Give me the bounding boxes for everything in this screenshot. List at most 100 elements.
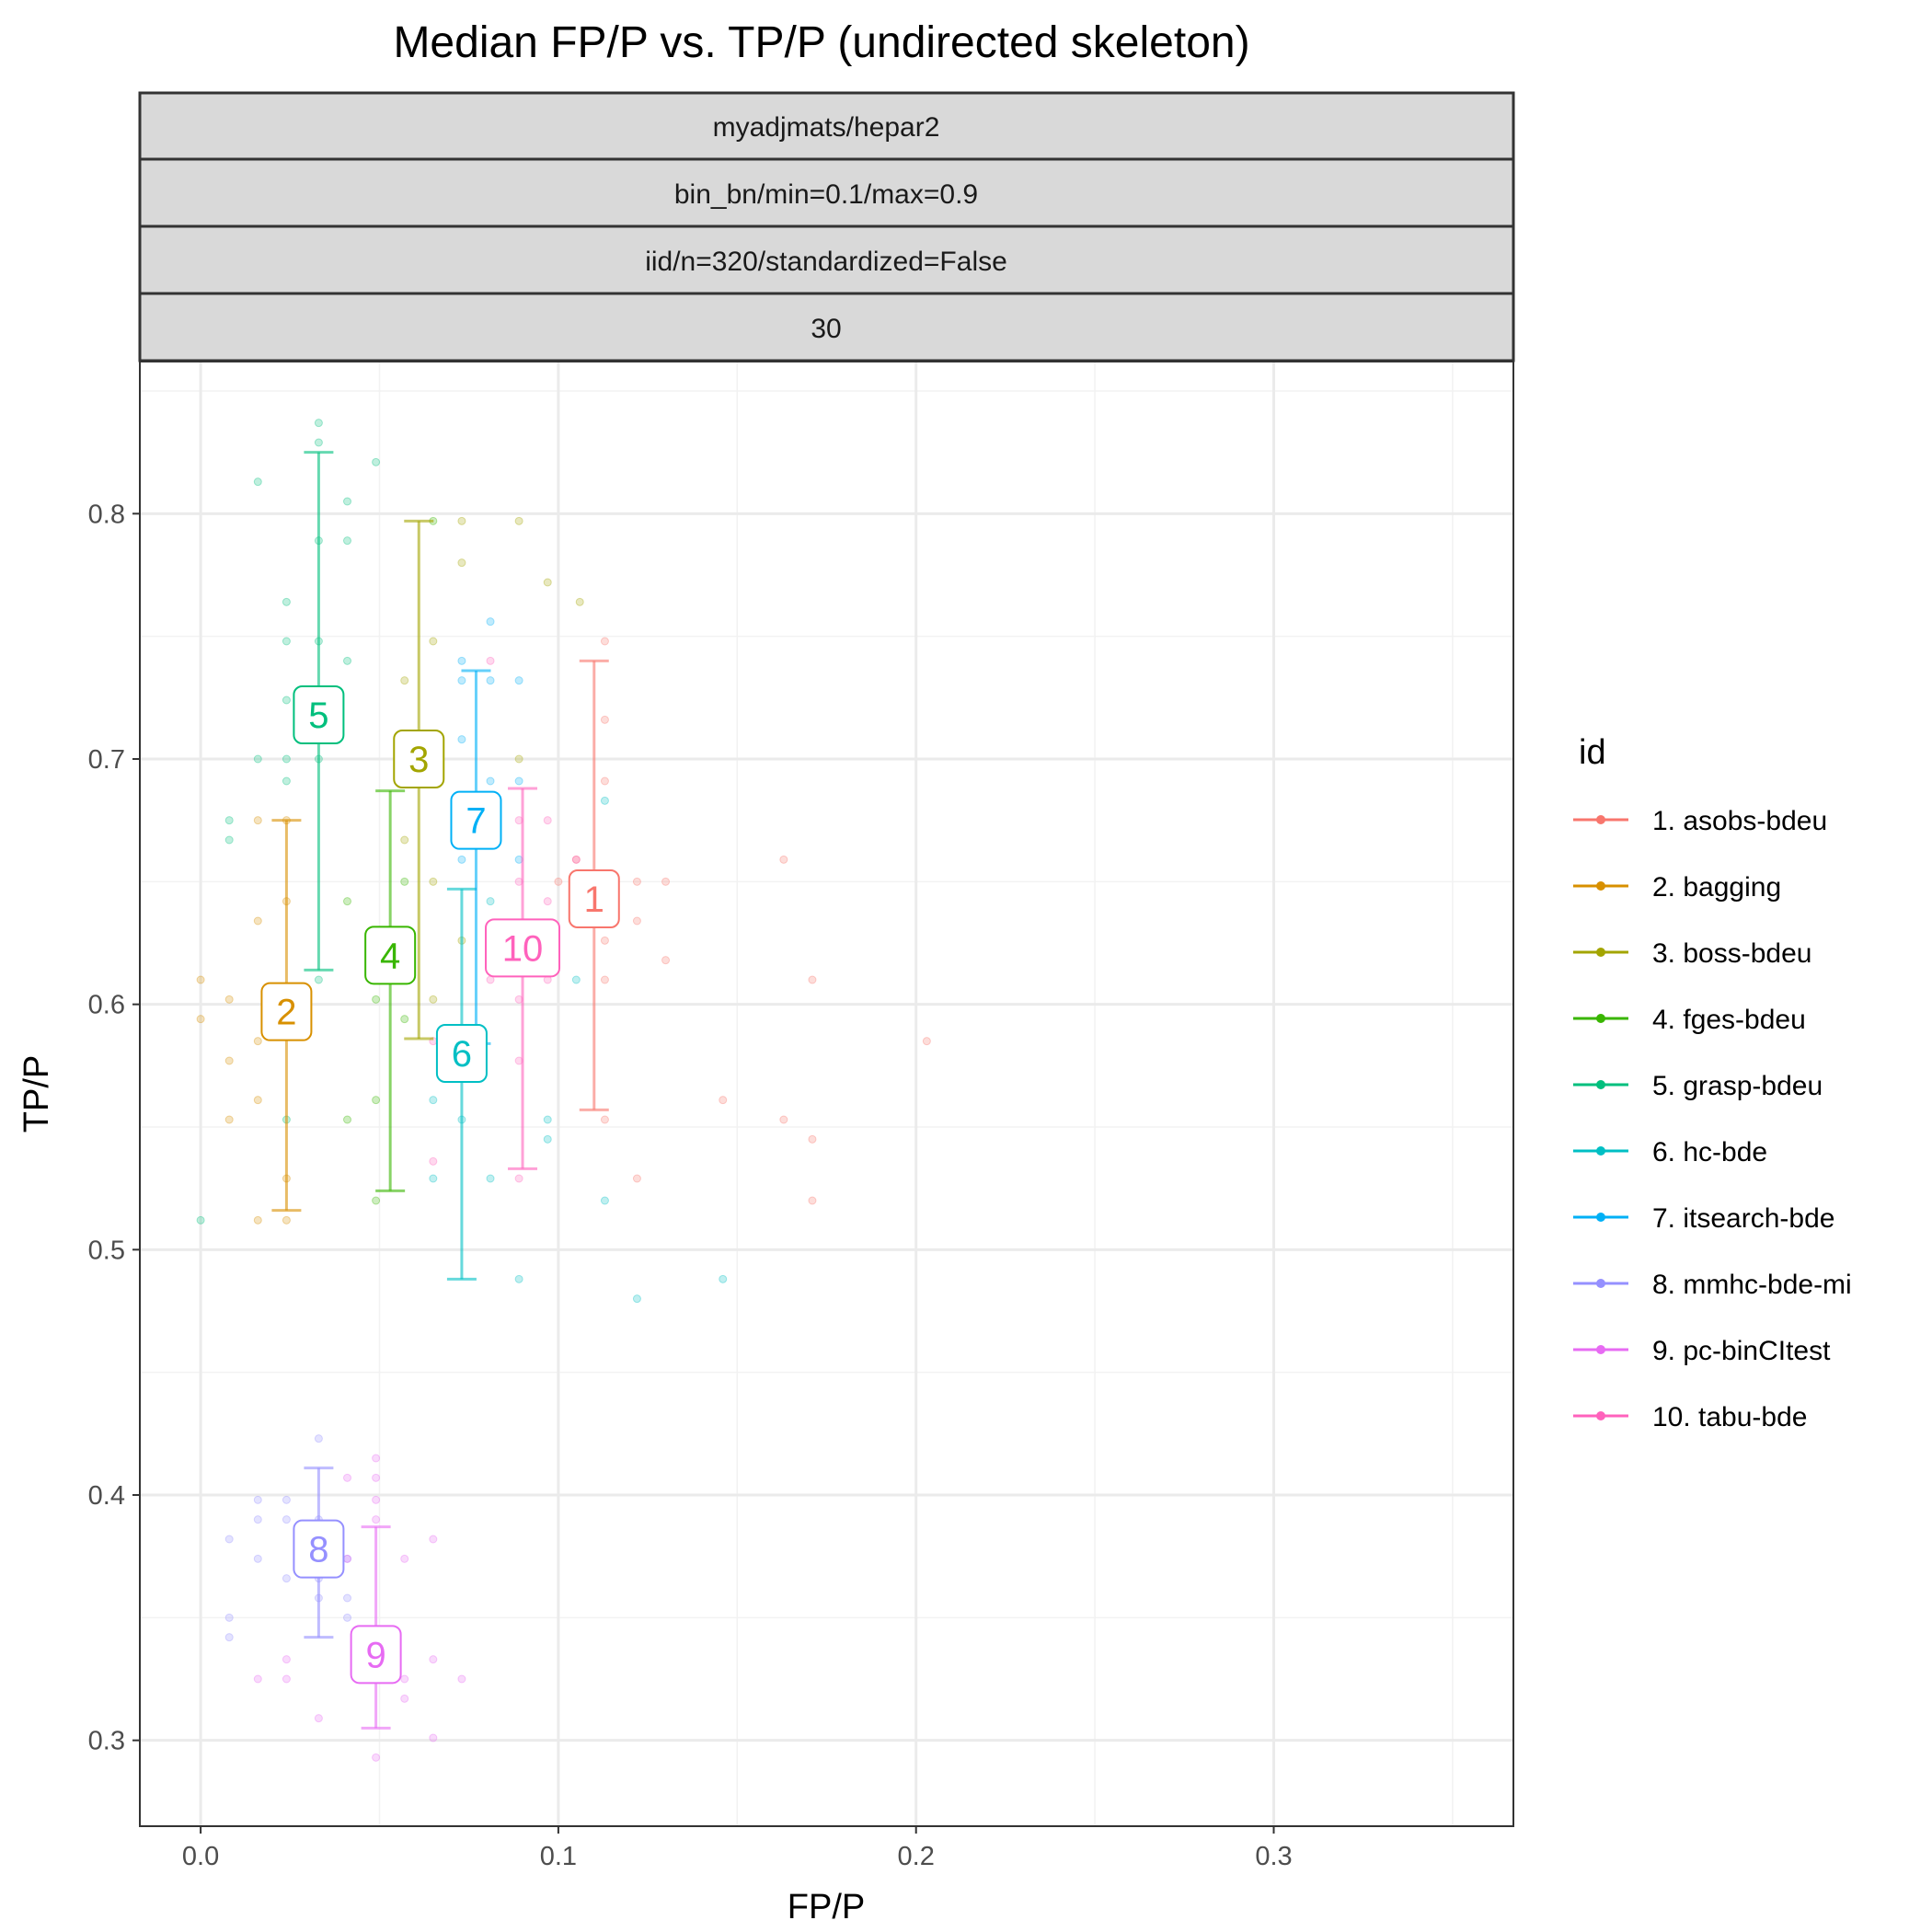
data-point (429, 1733, 438, 1742)
data-point (779, 855, 788, 864)
data-point (486, 776, 495, 786)
data-point (457, 855, 466, 864)
data-point (457, 1674, 466, 1684)
axes: 0.0 0.1 0.2 0.3 0.3 0.4 0.5 0.6 0.7 0.8 (88, 500, 1293, 1871)
data-point (400, 676, 409, 685)
data-point (343, 1473, 352, 1482)
data-point (514, 516, 523, 525)
data-point (808, 975, 817, 984)
y-tick-label: 0.4 (88, 1481, 125, 1511)
data-point (282, 1674, 291, 1684)
data-point (571, 975, 581, 984)
x-tick-label: 0.2 (898, 1842, 935, 1871)
data-point (282, 1215, 291, 1225)
data-point (600, 637, 609, 646)
median-label-box (450, 790, 502, 850)
data-point (282, 1515, 291, 1524)
data-point (224, 835, 234, 845)
data-point (253, 754, 262, 764)
data-point (400, 1554, 409, 1563)
data-point (543, 1134, 552, 1144)
median-label-box (568, 869, 620, 928)
data-point (372, 995, 381, 1004)
data-layer: 1 2 3 4 5 6 7 8 9 10 (196, 419, 931, 1762)
y-tick-label: 0.3 (88, 1727, 125, 1756)
data-point (543, 816, 552, 825)
median-label: 6 (452, 1034, 472, 1075)
x-tick-label: 0.0 (182, 1842, 219, 1871)
data-point (282, 1574, 291, 1583)
median-label: 2 (276, 993, 296, 1033)
strip-4-box (138, 292, 1515, 362)
legend-key-point (1596, 815, 1605, 824)
data-point (253, 1495, 262, 1504)
data-point (429, 637, 438, 646)
legend-entry-label: 9. pc-binCItest (1652, 1336, 1831, 1366)
data-point (372, 1515, 381, 1524)
data-point (514, 676, 523, 685)
median-label: 10 (502, 928, 544, 969)
data-point (486, 897, 495, 906)
legend-entry-label: 10. tabu-bde (1652, 1402, 1807, 1432)
data-point (253, 1096, 262, 1105)
plot-border (139, 361, 1514, 1827)
data-point (196, 1215, 205, 1225)
data-point (922, 1037, 931, 1046)
data-point (600, 1115, 609, 1124)
legend-key-point (1596, 1345, 1605, 1354)
median-label-box (435, 1024, 488, 1083)
legend-key-point (1596, 1146, 1605, 1156)
data-point (600, 936, 609, 945)
data-point (282, 754, 291, 764)
strip-1-box (138, 91, 1515, 161)
data-point (400, 1674, 409, 1684)
data-point (282, 637, 291, 646)
data-point (314, 1714, 323, 1723)
data-point (543, 1115, 552, 1124)
data-point (429, 1096, 438, 1105)
data-point (429, 1655, 438, 1664)
median-label-box (364, 926, 417, 985)
data-point (575, 597, 584, 606)
data-point (486, 656, 495, 665)
median-label: 4 (380, 936, 400, 976)
data-point (808, 1134, 817, 1144)
data-point (429, 877, 438, 886)
data-point (372, 1096, 381, 1105)
data-point (632, 1174, 641, 1183)
median-label-box (260, 982, 313, 1041)
data-point (282, 1655, 291, 1664)
median-label: 8 (308, 1530, 328, 1570)
data-point (514, 754, 523, 764)
x-axis-title: FP/P (788, 1888, 865, 1926)
data-point (196, 975, 205, 984)
strip-3-label: iid/n=320/standardized=False (645, 247, 1007, 277)
legend-key-point (1596, 948, 1605, 957)
data-point (661, 877, 671, 886)
data-point (600, 776, 609, 786)
legend-key-point (1596, 1279, 1605, 1288)
data-point (253, 1037, 262, 1046)
data-point (543, 897, 552, 906)
median-label-box (293, 1519, 345, 1579)
data-point (314, 438, 323, 447)
strip-2-box (138, 157, 1515, 228)
legend-title: id (1579, 733, 1606, 772)
data-point (429, 995, 438, 1004)
data-point (457, 516, 466, 525)
median-label-box (293, 685, 345, 744)
data-point (343, 656, 352, 665)
data-point (779, 1115, 788, 1124)
data-point (343, 1115, 352, 1124)
data-point (253, 1215, 262, 1225)
data-point (343, 1613, 352, 1622)
data-point (372, 1753, 381, 1762)
data-point (429, 1174, 438, 1183)
data-point (429, 1535, 438, 1544)
data-point (600, 796, 609, 805)
y-tick-label: 0.8 (88, 500, 125, 529)
data-point (372, 457, 381, 466)
y-axis-title: TP/P (17, 1055, 56, 1133)
data-point (253, 1554, 262, 1563)
